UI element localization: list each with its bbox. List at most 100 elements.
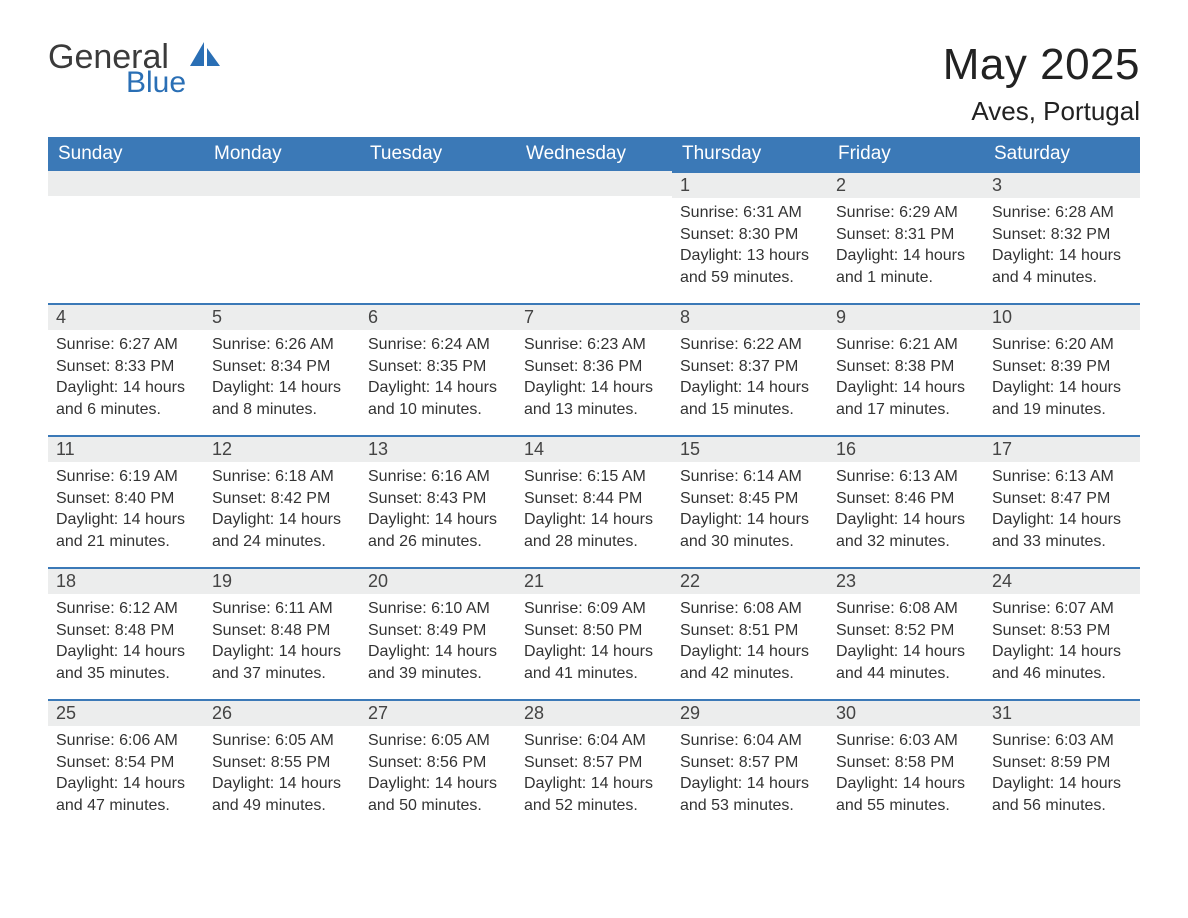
sunrise-line: Sunrise: 6:08 AM	[836, 598, 976, 620]
sunset-line: Sunset: 8:30 PM	[680, 224, 820, 246]
day-number: 26	[204, 699, 360, 726]
sunset-line: Sunset: 8:47 PM	[992, 488, 1132, 510]
daylight-line: Daylight: 14 hours and 46 minutes.	[992, 641, 1132, 684]
calendar-cell: 3Sunrise: 6:28 AMSunset: 8:32 PMDaylight…	[984, 171, 1140, 303]
calendar-week: 1Sunrise: 6:31 AMSunset: 8:30 PMDaylight…	[48, 171, 1140, 303]
day-number: 14	[516, 435, 672, 462]
sunrise-line: Sunrise: 6:08 AM	[680, 598, 820, 620]
daylight-line: Daylight: 14 hours and 17 minutes.	[836, 377, 976, 420]
sunrise-line: Sunrise: 6:21 AM	[836, 334, 976, 356]
sail-icon	[188, 40, 224, 70]
daylight-line: Daylight: 14 hours and 49 minutes.	[212, 773, 352, 816]
daylight-line: Daylight: 14 hours and 32 minutes.	[836, 509, 976, 552]
sunrise-line: Sunrise: 6:13 AM	[992, 466, 1132, 488]
page-title: May 2025	[943, 40, 1140, 90]
weekday-header: Sunday	[48, 137, 204, 171]
sunset-line: Sunset: 8:50 PM	[524, 620, 664, 642]
sunset-line: Sunset: 8:48 PM	[212, 620, 352, 642]
calendar-week: 4Sunrise: 6:27 AMSunset: 8:33 PMDaylight…	[48, 303, 1140, 435]
calendar-cell	[204, 171, 360, 303]
daylight-line: Daylight: 14 hours and 37 minutes.	[212, 641, 352, 684]
sunset-line: Sunset: 8:44 PM	[524, 488, 664, 510]
brand-text: General Blue	[48, 40, 186, 98]
calendar-cell: 14Sunrise: 6:15 AMSunset: 8:44 PMDayligh…	[516, 435, 672, 567]
daylight-line: Daylight: 14 hours and 28 minutes.	[524, 509, 664, 552]
sunrise-line: Sunrise: 6:28 AM	[992, 202, 1132, 224]
calendar-week: 25Sunrise: 6:06 AMSunset: 8:54 PMDayligh…	[48, 699, 1140, 831]
day-details: Sunrise: 6:14 AMSunset: 8:45 PMDaylight:…	[672, 462, 828, 560]
day-number: 16	[828, 435, 984, 462]
calendar-cell: 20Sunrise: 6:10 AMSunset: 8:49 PMDayligh…	[360, 567, 516, 699]
calendar-body: 1Sunrise: 6:31 AMSunset: 8:30 PMDaylight…	[48, 171, 1140, 831]
day-details: Sunrise: 6:05 AMSunset: 8:56 PMDaylight:…	[360, 726, 516, 824]
sunset-line: Sunset: 8:39 PM	[992, 356, 1132, 378]
day-number: 28	[516, 699, 672, 726]
day-details: Sunrise: 6:04 AMSunset: 8:57 PMDaylight:…	[672, 726, 828, 824]
sunrise-line: Sunrise: 6:18 AM	[212, 466, 352, 488]
day-number: 18	[48, 567, 204, 594]
sunrise-line: Sunrise: 6:20 AM	[992, 334, 1132, 356]
day-number: 3	[984, 171, 1140, 198]
day-number: 5	[204, 303, 360, 330]
weekday-header: Saturday	[984, 137, 1140, 171]
header: General Blue May 2025 Aves, Portugal	[48, 40, 1140, 127]
day-details: Sunrise: 6:15 AMSunset: 8:44 PMDaylight:…	[516, 462, 672, 560]
calendar-cell: 17Sunrise: 6:13 AMSunset: 8:47 PMDayligh…	[984, 435, 1140, 567]
daylight-line: Daylight: 14 hours and 26 minutes.	[368, 509, 508, 552]
calendar-cell: 27Sunrise: 6:05 AMSunset: 8:56 PMDayligh…	[360, 699, 516, 831]
daylight-line: Daylight: 14 hours and 10 minutes.	[368, 377, 508, 420]
day-details: Sunrise: 6:08 AMSunset: 8:52 PMDaylight:…	[828, 594, 984, 692]
weekday-header: Tuesday	[360, 137, 516, 171]
daylight-line: Daylight: 14 hours and 30 minutes.	[680, 509, 820, 552]
calendar-cell: 31Sunrise: 6:03 AMSunset: 8:59 PMDayligh…	[984, 699, 1140, 831]
day-number: 24	[984, 567, 1140, 594]
daylight-line: Daylight: 14 hours and 4 minutes.	[992, 245, 1132, 288]
calendar-cell	[360, 171, 516, 303]
sunset-line: Sunset: 8:34 PM	[212, 356, 352, 378]
daylight-line: Daylight: 14 hours and 50 minutes.	[368, 773, 508, 816]
calendar-cell: 28Sunrise: 6:04 AMSunset: 8:57 PMDayligh…	[516, 699, 672, 831]
day-number: 8	[672, 303, 828, 330]
daylight-line: Daylight: 14 hours and 24 minutes.	[212, 509, 352, 552]
sunrise-line: Sunrise: 6:14 AM	[680, 466, 820, 488]
sunset-line: Sunset: 8:42 PM	[212, 488, 352, 510]
day-details: Sunrise: 6:07 AMSunset: 8:53 PMDaylight:…	[984, 594, 1140, 692]
sunset-line: Sunset: 8:37 PM	[680, 356, 820, 378]
day-number: 9	[828, 303, 984, 330]
day-details: Sunrise: 6:26 AMSunset: 8:34 PMDaylight:…	[204, 330, 360, 428]
day-number: 21	[516, 567, 672, 594]
sunrise-line: Sunrise: 6:26 AM	[212, 334, 352, 356]
day-number: 1	[672, 171, 828, 198]
calendar-cell: 19Sunrise: 6:11 AMSunset: 8:48 PMDayligh…	[204, 567, 360, 699]
calendar-cell: 24Sunrise: 6:07 AMSunset: 8:53 PMDayligh…	[984, 567, 1140, 699]
calendar-cell: 2Sunrise: 6:29 AMSunset: 8:31 PMDaylight…	[828, 171, 984, 303]
weekday-row: SundayMondayTuesdayWednesdayThursdayFrid…	[48, 137, 1140, 171]
day-details: Sunrise: 6:11 AMSunset: 8:48 PMDaylight:…	[204, 594, 360, 692]
day-number: 27	[360, 699, 516, 726]
calendar-cell: 13Sunrise: 6:16 AMSunset: 8:43 PMDayligh…	[360, 435, 516, 567]
calendar-head: SundayMondayTuesdayWednesdayThursdayFrid…	[48, 137, 1140, 171]
sunset-line: Sunset: 8:38 PM	[836, 356, 976, 378]
day-number: 22	[672, 567, 828, 594]
day-details: Sunrise: 6:12 AMSunset: 8:48 PMDaylight:…	[48, 594, 204, 692]
sunrise-line: Sunrise: 6:15 AM	[524, 466, 664, 488]
sunrise-line: Sunrise: 6:10 AM	[368, 598, 508, 620]
sunrise-line: Sunrise: 6:07 AM	[992, 598, 1132, 620]
day-details: Sunrise: 6:20 AMSunset: 8:39 PMDaylight:…	[984, 330, 1140, 428]
calendar-cell	[48, 171, 204, 303]
calendar-cell: 5Sunrise: 6:26 AMSunset: 8:34 PMDaylight…	[204, 303, 360, 435]
day-details: Sunrise: 6:09 AMSunset: 8:50 PMDaylight:…	[516, 594, 672, 692]
daylight-line: Daylight: 14 hours and 52 minutes.	[524, 773, 664, 816]
day-details: Sunrise: 6:24 AMSunset: 8:35 PMDaylight:…	[360, 330, 516, 428]
calendar-cell: 18Sunrise: 6:12 AMSunset: 8:48 PMDayligh…	[48, 567, 204, 699]
day-details: Sunrise: 6:31 AMSunset: 8:30 PMDaylight:…	[672, 198, 828, 296]
day-number: 12	[204, 435, 360, 462]
daynum-empty	[516, 171, 672, 196]
location-label: Aves, Portugal	[943, 96, 1140, 127]
sunset-line: Sunset: 8:40 PM	[56, 488, 196, 510]
sunset-line: Sunset: 8:56 PM	[368, 752, 508, 774]
day-details: Sunrise: 6:04 AMSunset: 8:57 PMDaylight:…	[516, 726, 672, 824]
sunset-line: Sunset: 8:48 PM	[56, 620, 196, 642]
sunrise-line: Sunrise: 6:03 AM	[836, 730, 976, 752]
sunset-line: Sunset: 8:57 PM	[680, 752, 820, 774]
